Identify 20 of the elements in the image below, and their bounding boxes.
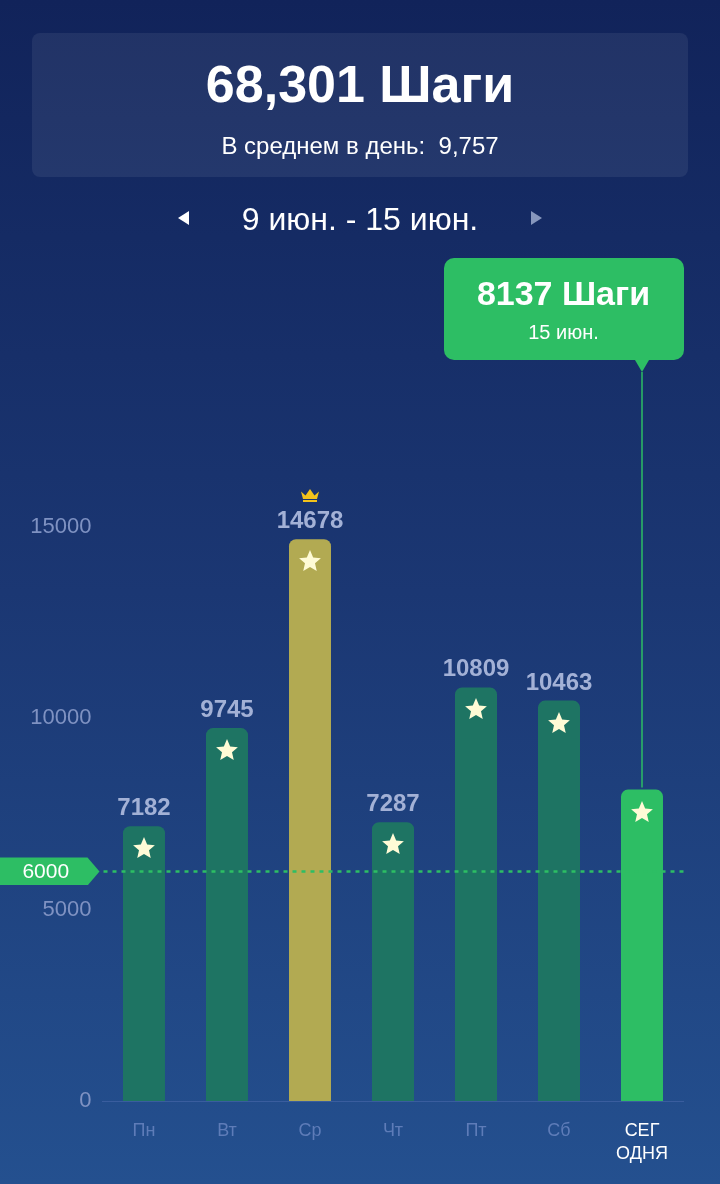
y-tick-label: 0 <box>79 1087 92 1113</box>
x-tick-label: Пн <box>132 1120 156 1141</box>
y-tick-label: 15000 <box>30 513 92 539</box>
data-label: 10809 <box>442 654 510 682</box>
x-tick-label: Вт <box>217 1120 237 1141</box>
chart-subtitle: В среднем в день: 9,757 <box>220 131 500 161</box>
x-tick-label: Сб <box>547 1120 571 1141</box>
text: 9 июн. - 15 июн. <box>241 200 479 239</box>
data-label: 9745 <box>200 695 254 723</box>
y-tick-label: 10000 <box>30 704 92 730</box>
x-tick-label: Ср <box>298 1120 322 1141</box>
data-label: 14678 <box>276 506 344 534</box>
data-label: 7182 <box>117 793 171 821</box>
data-label: 10463 <box>525 667 593 695</box>
x-tick-label: Чт <box>382 1120 404 1141</box>
x-tick-label: Пт <box>465 1120 487 1141</box>
x-tick-label: СЕГ ОДНЯ <box>616 1120 668 1163</box>
chart-title: 68,301 Шаги <box>204 54 516 114</box>
y-tick-label: 5000 <box>42 895 92 921</box>
data-label: 7287 <box>366 789 420 817</box>
